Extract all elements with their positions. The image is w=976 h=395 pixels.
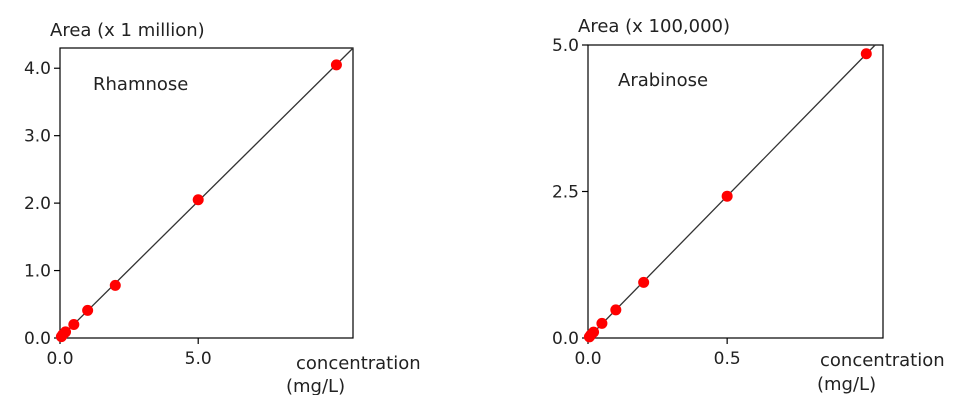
rhamnose-data-point [192,194,204,206]
arabinose-chart-title: Arabinose [618,70,708,91]
rhamnose-y-tick-label: 1.0 [24,262,51,282]
arabinose-data-point [588,326,600,338]
rhamnose-chart-title: Rhamnose [93,74,188,95]
rhamnose-data-point [109,279,121,291]
arabinose-y-tick-label: 2.5 [552,183,579,203]
arabinose-data-point [596,317,608,329]
arabinose-fit-line [587,44,876,339]
rhamnose-y-axis-label: Area (x 1 million) [50,20,205,41]
arabinose-y-tick-label: 5.0 [552,36,579,56]
arabinose-data-point [721,190,733,202]
rhamnose-chart-panel: Area (x 1 million) Rhamnose concentratio… [24,20,421,395]
rhamnose-data-point [60,326,72,338]
arabinose-x-axis-unit: (mg/L) [817,374,876,395]
rhamnose-y-tick-label: 3.0 [24,127,51,147]
arabinose-x-tick-label: 0.5 [714,349,741,369]
rhamnose-y-tick-label: 4.0 [24,59,51,79]
arabinose-x-axis-label: concentration [820,350,945,371]
rhamnose-data-point [68,319,80,331]
rhamnose-plot-frame [59,47,354,339]
rhamnose-y-tick-label: 2.0 [24,194,51,214]
arabinose-data-point [860,48,872,60]
rhamnose-data-point [330,59,342,71]
rhamnose-x-axis-unit: (mg/L) [286,376,345,395]
arabinose-y-axis-label: Area (x 100,000) [578,16,730,37]
rhamnose-x-tick-label: 0.0 [46,349,73,369]
rhamnose-x-axis-label: concentration [296,353,421,374]
arabinose-y-tick-label: 0.0 [552,329,579,349]
rhamnose-x-tick-label: 5.0 [185,349,212,369]
arabinose-x-tick-label: 0.0 [574,349,601,369]
arabinose-chart-panel: Area (x 100,000) Arabinose concentration… [552,16,945,395]
rhamnose-data-point [82,304,94,316]
rhamnose-fit-line [59,47,354,339]
arabinose-data-point [610,304,622,316]
arabinose-data-point [638,276,650,288]
rhamnose-y-tick-label: 0.0 [24,329,51,349]
